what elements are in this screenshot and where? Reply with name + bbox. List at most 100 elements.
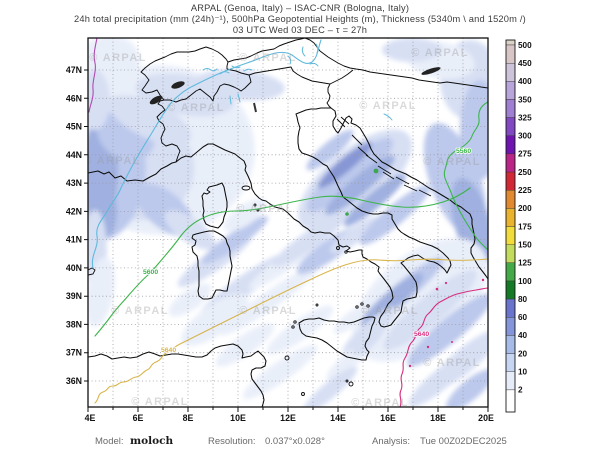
svg-text:20: 20 (518, 349, 528, 358)
border-germany-austria (227, 38, 306, 63)
svg-text:© ARPAL: © ARPAL (83, 155, 141, 167)
border-france-italy (156, 99, 181, 163)
svg-text:20E: 20E (478, 413, 494, 423)
colorbar-segment (505, 153, 516, 173)
svg-text:42N: 42N (66, 206, 82, 216)
contour-thickness-purple (88, 38, 98, 113)
colorbar-segment (505, 39, 516, 46)
colorbar-segment (505, 117, 516, 136)
contour-5560-green (443, 101, 488, 251)
coastline-africa (88, 343, 267, 407)
title-line-2: 24h total precipitation (mm (24h)⁻¹), 50… (74, 14, 526, 24)
alpine-massif-mark (149, 95, 163, 105)
colorbar-segment (505, 189, 516, 209)
model-value: moloch (130, 435, 173, 447)
svg-text:250: 250 (518, 168, 532, 177)
border-italy-switzerland (164, 74, 252, 103)
contour-5600-green (94, 187, 471, 337)
colorbar-segment (505, 171, 516, 191)
svg-text:© ARPAL: © ARPAL (131, 396, 189, 408)
colorbar-segment (505, 280, 516, 300)
svg-text:2: 2 (518, 386, 523, 395)
svg-text:40N: 40N (66, 263, 82, 273)
coastline-sardinia (191, 230, 233, 300)
svg-text:37N: 37N (66, 348, 82, 358)
colorbar-segment (505, 244, 516, 263)
heavy-precip-spots (345, 168, 379, 216)
graticule (88, 38, 488, 407)
colorbar-segment (505, 371, 516, 391)
svg-text:© ARPAL: © ARPAL (411, 47, 469, 59)
svg-text:175: 175 (518, 222, 532, 231)
svg-text:12E: 12E (280, 413, 296, 423)
title-line-3: 03 UTC Wed 03 DEC – τ = 27h (233, 25, 367, 35)
svg-text:225: 225 (518, 186, 532, 195)
colorbar-segment (505, 262, 516, 282)
colorbar-segment (505, 353, 516, 372)
analysis-value: Tue 00Z02DEC2025 (420, 436, 507, 447)
resolution-value: 0.037°x0.028° (265, 436, 325, 447)
svg-text:© ARPAL: © ARPAL (351, 397, 409, 409)
latitude-labels: 47N 46N 45N 44N 43N 42N 41N 40N 39N 38N … (66, 65, 82, 386)
svg-text:© ARPAL: © ARPAL (239, 52, 297, 64)
contour-lines: 5560 5600 5640 5640 (88, 38, 488, 407)
svg-text:40: 40 (518, 331, 528, 340)
svg-text:300: 300 (518, 132, 532, 141)
lake-balaton (421, 67, 441, 75)
contour-label-5640-west: 5640 (161, 347, 176, 354)
dalmatian-islands (336, 116, 432, 197)
colorbar-segment (505, 335, 516, 354)
resolution-label: Resolution: (208, 436, 256, 447)
svg-text:80: 80 (518, 295, 528, 304)
border-italy-austria-slovenia (248, 66, 332, 109)
border-slovenia-croatia (329, 69, 354, 85)
graticule-meridians (112, 38, 464, 407)
colorbar-segment (505, 208, 516, 227)
axis-ticks (84, 69, 489, 412)
lake-garda (253, 102, 257, 113)
colorbar-labels: 500 450 400 350 325 300 275 250 225 200 … (518, 41, 532, 395)
svg-text:45N: 45N (66, 122, 82, 132)
svg-text:10E: 10E (230, 413, 246, 423)
coastline-sicily (298, 316, 376, 361)
colorbar-segment (505, 63, 516, 82)
border-austria-hungary-croatia (304, 38, 488, 89)
svg-text:47N: 47N (66, 65, 82, 75)
contour-label-5600: 5600 (143, 269, 158, 276)
svg-text:© ARPAL: © ARPAL (359, 100, 417, 112)
colorbar: 500 450 400 350 325 300 275 250 225 200 … (505, 39, 532, 413)
svg-text:10: 10 (518, 368, 528, 377)
svg-text:© ARPAL: © ARPAL (167, 102, 225, 114)
watermarks: © ARPAL © ARPAL © ARPAL © ARPAL © ARPAL … (83, 47, 481, 409)
svg-text:275: 275 (518, 150, 532, 159)
svg-text:450: 450 (518, 59, 532, 68)
colorbar-segment (505, 389, 516, 413)
svg-text:8E: 8E (183, 413, 194, 423)
colorbar-frame (505, 39, 516, 413)
svg-text:44N: 44N (66, 150, 82, 160)
svg-text:125: 125 (518, 259, 532, 268)
svg-text:39N: 39N (66, 291, 82, 301)
svg-text:100: 100 (518, 277, 532, 286)
contour-5640-magenta (399, 287, 488, 407)
colorbar-segment (505, 44, 516, 64)
svg-text:4E: 4E (85, 413, 96, 423)
colorbar-segment (505, 81, 516, 100)
svg-text:6E: 6E (133, 413, 144, 423)
contour-5640-yellow (94, 258, 488, 404)
svg-text:41N: 41N (66, 235, 82, 245)
longitude-labels: 4E 6E 8E 10E 12E 14E 16E 18E 20E (85, 413, 494, 423)
colorbar-segments (505, 39, 516, 413)
svg-text:© ARPAL: © ARPAL (423, 357, 481, 369)
svg-text:350: 350 (518, 95, 532, 104)
svg-text:43N: 43N (66, 178, 82, 188)
svg-text:500: 500 (518, 41, 532, 50)
alpine-massif-mark (171, 81, 185, 89)
colorbar-segment (505, 135, 516, 155)
svg-text:36N: 36N (66, 376, 82, 386)
small-islands (88, 67, 441, 396)
border-switzerland-north (140, 46, 250, 101)
svg-text:400: 400 (518, 77, 532, 86)
